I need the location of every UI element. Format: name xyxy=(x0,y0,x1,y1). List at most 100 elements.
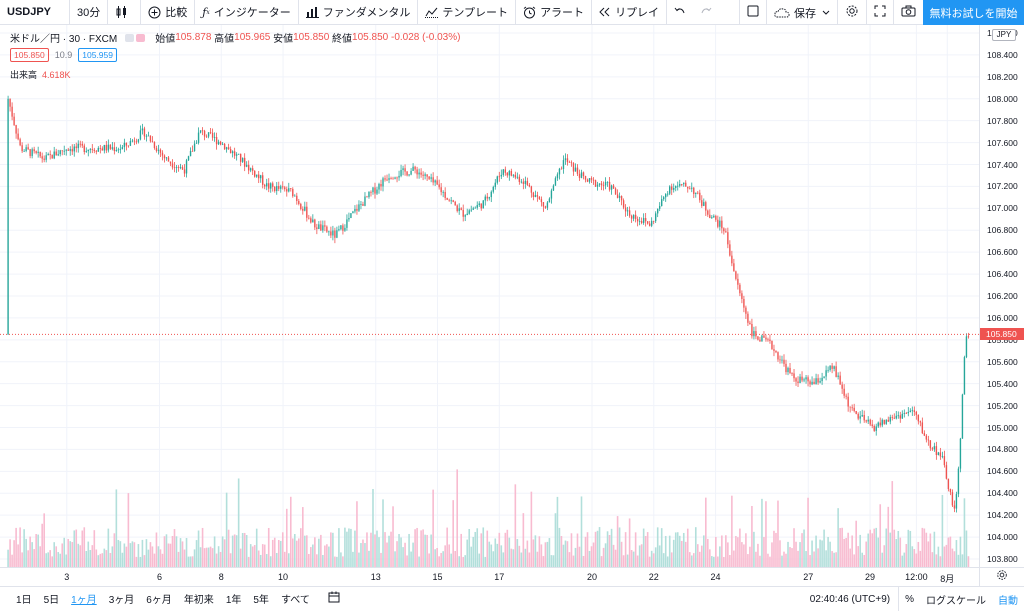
start-trial-button[interactable]: 無料お試しを開始 xyxy=(923,0,1024,25)
price-chart[interactable] xyxy=(0,25,979,567)
volume-bar xyxy=(19,527,21,567)
time-axis[interactable]: 3 6 8 10 13 15 17 20 22 24 27 29 12:00 8月 xyxy=(0,567,979,586)
range-3[interactable]: 3ヶ月 xyxy=(108,595,135,606)
volume-bar xyxy=(536,551,539,567)
settings-button[interactable] xyxy=(838,0,867,25)
price-tick: 105.000 xyxy=(987,422,1018,433)
candle-body xyxy=(300,203,302,209)
chart-pane[interactable] xyxy=(0,25,979,567)
sell-price-box[interactable]: 105.850 xyxy=(10,48,49,62)
legend-toggle[interactable] xyxy=(125,33,146,42)
candle-body xyxy=(584,176,587,180)
undo-icon xyxy=(674,6,686,19)
log-scale-button[interactable]: ログスケール xyxy=(920,587,992,611)
time-tick: 24 xyxy=(710,572,721,582)
range-7[interactable]: 5年 xyxy=(253,595,269,606)
candle-body xyxy=(85,151,87,152)
volume-bar xyxy=(464,555,467,567)
volume-bar xyxy=(245,535,248,567)
alert-button[interactable]: アラート xyxy=(516,0,593,25)
candle-body xyxy=(416,169,418,175)
toolbar-right-group: 保存 xyxy=(739,0,923,25)
candle-body xyxy=(348,217,350,220)
candle-body xyxy=(370,191,372,193)
range-8[interactable]: すべて xyxy=(280,595,310,606)
volume-bar xyxy=(91,545,94,567)
candle-body xyxy=(125,142,128,146)
auto-scale-button[interactable]: 自動 xyxy=(992,587,1024,611)
candle-body xyxy=(628,210,631,216)
candle-body xyxy=(861,415,863,417)
volume-bar xyxy=(584,536,587,567)
layout-button[interactable] xyxy=(739,0,767,25)
candle-body xyxy=(550,190,553,199)
volume-bar xyxy=(568,552,571,567)
volume-bar xyxy=(372,488,374,567)
volume-bar xyxy=(534,535,537,567)
candle-body xyxy=(274,186,276,192)
volume-bar xyxy=(430,534,432,567)
candle-body xyxy=(63,150,65,152)
range-6[interactable]: 1年 xyxy=(225,595,242,606)
candle-body xyxy=(857,413,859,419)
volume-bar xyxy=(508,537,511,567)
axis-settings-button[interactable] xyxy=(979,567,1024,586)
candle-body xyxy=(161,152,164,156)
snapshot-button[interactable] xyxy=(894,0,923,25)
volume-bar xyxy=(79,545,82,567)
volume-bar xyxy=(348,528,350,567)
candle-body xyxy=(388,178,390,180)
redo-button[interactable] xyxy=(693,0,719,25)
candle-body xyxy=(394,177,396,179)
candle-body xyxy=(939,452,942,457)
candle-body xyxy=(239,153,242,162)
undo-button[interactable] xyxy=(667,0,693,25)
fundamentals-button[interactable]: ファンダメンタル xyxy=(299,0,419,25)
candle-body xyxy=(258,174,260,179)
volume-bar xyxy=(33,549,35,567)
goto-date-button[interactable] xyxy=(322,587,346,611)
candle-body xyxy=(482,200,484,209)
volume-bar xyxy=(670,552,673,567)
volume-bar xyxy=(570,533,573,567)
range-0[interactable]: 1日 xyxy=(16,595,32,606)
candle-body xyxy=(618,196,621,198)
candle-body xyxy=(31,149,33,156)
volume-bar xyxy=(512,549,515,567)
candle-body xyxy=(448,199,450,201)
candle-body xyxy=(929,440,932,449)
volume-bar xyxy=(223,539,226,567)
percent-scale-button[interactable]: % xyxy=(898,587,920,611)
compare-button[interactable]: 比較 xyxy=(141,0,196,25)
volume-bar xyxy=(931,552,934,567)
volume-bar xyxy=(376,530,378,567)
chart-style-button[interactable] xyxy=(108,0,142,25)
volume-bar xyxy=(686,528,689,567)
volume-bar xyxy=(45,553,47,567)
save-button[interactable]: 保存 xyxy=(767,0,838,25)
range-5[interactable]: 年初来 xyxy=(183,595,214,606)
interval-selector[interactable]: 30分 xyxy=(70,0,109,25)
replay-button[interactable]: リプレイ xyxy=(592,0,668,25)
templates-button[interactable]: テンプレート xyxy=(418,0,517,25)
currency-label[interactable]: JPY xyxy=(992,29,1016,41)
bar-chart-icon xyxy=(305,6,319,18)
buy-price-box[interactable]: 105.959 xyxy=(78,48,117,62)
candle-body xyxy=(15,125,17,134)
symbol-search[interactable]: USDJPY xyxy=(0,0,70,25)
candle-body xyxy=(310,218,312,223)
range-1[interactable]: 5日 xyxy=(43,595,60,606)
candle-body xyxy=(887,419,889,422)
volume-bar xyxy=(664,535,667,567)
candle-body xyxy=(422,174,424,176)
range-4[interactable]: 6ヶ月 xyxy=(146,595,172,606)
candle-body xyxy=(534,195,537,197)
range-2[interactable]: 1ヶ月 xyxy=(71,595,97,606)
fullscreen-button[interactable] xyxy=(867,0,894,25)
volume-bar xyxy=(787,541,789,567)
candle-body xyxy=(476,205,478,208)
price-axis[interactable]: 108.600108.400108.200108.000107.800107.6… xyxy=(979,25,1024,567)
volume-bar xyxy=(324,545,326,567)
